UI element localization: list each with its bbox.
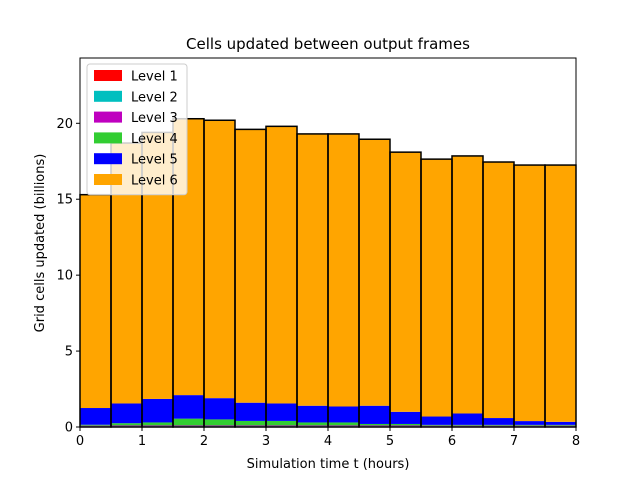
bar-segment-level-4-bin-12 xyxy=(452,424,483,426)
bar-segment-level-6-bin-13 xyxy=(483,162,514,419)
legend-swatch-level-3 xyxy=(94,111,122,123)
bar-segment-level-5-bin-7 xyxy=(297,405,328,423)
bar-segment-level-3-bin-11 xyxy=(421,425,452,427)
bar-segment-level-5-bin-14 xyxy=(514,421,545,425)
bar-segment-level-4-bin-3 xyxy=(173,418,204,426)
bar-segment-level-4-bin-9 xyxy=(359,423,390,426)
x-tick-label: 7 xyxy=(510,434,518,449)
bar-segment-level-4-bin-5 xyxy=(235,420,266,426)
y-tick-label: 5 xyxy=(65,345,73,360)
legend-swatch-level-5 xyxy=(94,153,122,165)
bar-segment-level-3-bin-7 xyxy=(297,425,328,427)
bar-segment-level-6-bin-10 xyxy=(390,152,421,412)
legend-label-level-4: Level 4 xyxy=(131,132,178,147)
bar-segment-level-4-bin-15 xyxy=(545,424,576,426)
bar-segment-level-5-bin-8 xyxy=(328,406,359,423)
bar-segment-level-4-bin-8 xyxy=(328,422,359,426)
legend-label-level-5: Level 5 xyxy=(131,153,178,168)
bar-segment-level-6-bin-14 xyxy=(514,165,545,422)
legend-label-level-3: Level 3 xyxy=(131,111,178,126)
y-tick-label: 10 xyxy=(56,269,73,284)
bar-segment-level-3-bin-3 xyxy=(173,425,204,427)
y-tick-label: 20 xyxy=(56,117,73,132)
bar-segment-level-5-bin-13 xyxy=(483,418,514,425)
bar-segment-level-4-bin-11 xyxy=(421,424,452,426)
bar-segment-level-5-bin-6 xyxy=(266,403,297,421)
bar-segment-level-5-bin-12 xyxy=(452,413,483,425)
y-axis-label: Grid cells updated (billions) xyxy=(33,154,48,333)
bar-segment-level-6-bin-11 xyxy=(421,159,452,417)
bar-segment-level-5-bin-9 xyxy=(359,405,390,424)
bar-segment-level-5-bin-3 xyxy=(173,395,204,419)
bar-segment-level-6-bin-15 xyxy=(545,165,576,422)
bar-segment-level-5-bin-15 xyxy=(545,421,576,425)
bar-segment-level-6-bin-6 xyxy=(266,126,297,404)
bar-segment-level-5-bin-11 xyxy=(421,416,452,425)
bar-segment-level-3-bin-15 xyxy=(545,425,576,427)
x-tick-label: 8 xyxy=(572,434,580,449)
y-tick-label: 0 xyxy=(65,421,73,436)
x-tick-label: 4 xyxy=(324,434,332,449)
bar-segment-level-3-bin-12 xyxy=(452,425,483,427)
x-tick-label: 0 xyxy=(76,434,84,449)
legend-swatch-level-6 xyxy=(94,174,122,185)
bar-segment-level-4-bin-1 xyxy=(111,423,142,426)
bar-segment-level-3-bin-8 xyxy=(328,425,359,427)
bar-segment-level-5-bin-2 xyxy=(142,398,173,423)
bar-segment-level-4-bin-13 xyxy=(483,424,514,426)
bar-segment-level-3-bin-1 xyxy=(111,425,142,427)
x-tick-label: 1 xyxy=(138,434,146,449)
bar-segment-level-5-bin-0 xyxy=(80,408,111,425)
bar-segment-level-5-bin-10 xyxy=(390,411,421,424)
bar-segment-level-4-bin-0 xyxy=(80,424,111,426)
legend-label-level-6: Level 6 xyxy=(131,174,178,189)
bar-segment-level-6-bin-8 xyxy=(328,133,359,407)
y-tick-label: 15 xyxy=(56,193,73,208)
bar-segment-level-4-bin-6 xyxy=(266,420,297,426)
x-tick-label: 3 xyxy=(262,434,270,449)
bar-segment-level-6-bin-9 xyxy=(359,139,390,406)
bar-segment-level-4-bin-7 xyxy=(297,422,328,426)
bar-segment-level-6-bin-12 xyxy=(452,155,483,414)
bar-segment-level-3-bin-6 xyxy=(266,425,297,427)
bar-segment-level-6-bin-7 xyxy=(297,133,328,406)
bar-segment-level-5-bin-5 xyxy=(235,402,266,421)
bar-segment-level-4-bin-4 xyxy=(204,419,235,426)
x-axis: 0 1 2 3 4 5 6 7 8 xyxy=(76,427,580,449)
bar-segment-level-4-bin-14 xyxy=(514,424,545,426)
bar-segment-level-3-bin-2 xyxy=(142,425,173,427)
bar-segment-level-3-bin-14 xyxy=(514,425,545,427)
bar-segment-level-6-bin-5 xyxy=(235,129,266,403)
bar-segment-level-4-bin-2 xyxy=(142,422,173,426)
x-axis-label: Simulation time t (hours) xyxy=(247,457,410,472)
legend-label-level-1: Level 1 xyxy=(131,70,178,85)
bar-segment-level-5-bin-4 xyxy=(204,398,235,420)
bar-segment-level-3-bin-0 xyxy=(80,425,111,427)
bar-segment-level-5-bin-1 xyxy=(111,403,142,424)
bar-segment-level-3-bin-4 xyxy=(204,425,235,427)
bar-segment-level-6-bin-0 xyxy=(80,194,111,409)
bar-segment-level-3-bin-13 xyxy=(483,425,514,427)
x-tick-label: 6 xyxy=(448,434,456,449)
legend-label-level-2: Level 2 xyxy=(131,90,178,105)
bar-segment-level-3-bin-9 xyxy=(359,425,390,427)
y-axis: 0 5 10 15 20 xyxy=(56,117,80,436)
bar-segment-level-3-bin-10 xyxy=(390,425,421,427)
bar-segment-level-4-bin-10 xyxy=(390,423,421,426)
legend-swatch-level-1 xyxy=(94,70,122,81)
x-tick-label: 2 xyxy=(200,434,208,449)
x-tick-label: 5 xyxy=(386,434,394,449)
bar-segment-level-6-bin-4 xyxy=(204,120,235,399)
legend-swatch-level-4 xyxy=(94,132,122,144)
chart-title: Cells updated between output frames xyxy=(186,35,470,53)
bar-segment-level-3-bin-5 xyxy=(235,425,266,427)
legend: Level 1 Level 2 Level 3 Level 4 Level 5 Level… xyxy=(86,63,188,196)
legend-swatch-level-2 xyxy=(94,90,122,102)
